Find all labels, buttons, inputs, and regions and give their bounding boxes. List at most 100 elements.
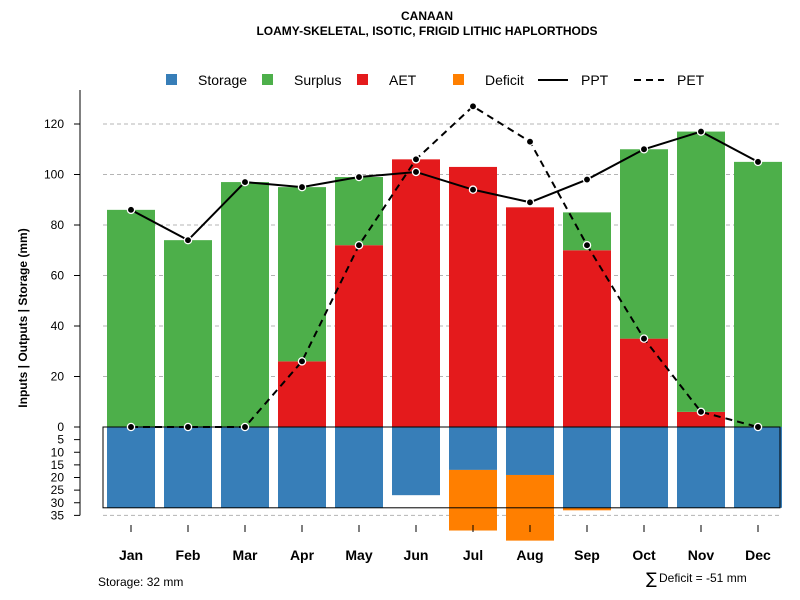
surplus-bar (734, 161, 782, 427)
x-tick-label: Jan (119, 547, 143, 563)
ppt-point (582, 175, 592, 184)
pet-point (297, 357, 307, 366)
pet-point (525, 137, 535, 146)
storage-legend-swatch (166, 74, 177, 85)
ppt-point (354, 172, 364, 182)
ppt-point (240, 177, 250, 187)
y-tick-label: 15 (51, 458, 65, 472)
y-tick-label: 40 (51, 319, 65, 333)
aet-bar (335, 245, 383, 427)
pet-point (411, 155, 421, 164)
sum-icon: ∑ (646, 569, 657, 588)
y-axis-label: Inputs | Outputs | Storage (mm) (16, 228, 30, 407)
aet-bar (392, 159, 440, 427)
y-tick-label: 100 (44, 168, 64, 182)
storage-bar (734, 427, 782, 508)
ppt-point (183, 235, 193, 245)
ppt-point (126, 205, 136, 215)
pet-point (753, 422, 763, 432)
ppt-point (696, 127, 706, 136)
bars (107, 131, 782, 541)
surplus-bar (107, 209, 155, 427)
deficit-legend-swatch (453, 74, 464, 85)
x-tick-label: Apr (290, 547, 315, 563)
deficit-bar (563, 507, 611, 511)
ppt-point (639, 144, 649, 154)
storage-bar (107, 427, 155, 508)
legend: Storage Surplus AET Deficit PPT PET (166, 72, 705, 88)
storage-bar (620, 427, 668, 508)
storage-capacity-box (102, 426, 781, 509)
axes: Jan Feb Mar Apr May Jun Jul Aug Sep Oct Nov Dec 0 20 4… (44, 90, 781, 563)
pet-point (468, 102, 478, 111)
storage-bar (677, 427, 725, 508)
x-tick-label: Mar (233, 547, 258, 563)
surplus-bar (335, 177, 383, 246)
chart-subtitle: LOAMY-SKELETAL, ISOTIC, FRIGID LITHIC HA… (256, 24, 597, 38)
x-tick-label: Feb (176, 547, 201, 563)
x-tick-label: Dec (745, 547, 771, 563)
x-tick-label: Aug (516, 547, 543, 563)
y-tick-label: 5 (57, 433, 64, 447)
storage-bar (164, 427, 212, 508)
surplus-bar (278, 187, 326, 362)
series-lines (126, 102, 763, 432)
pet-legend-label: PET (677, 72, 705, 88)
x-tick-label: Jul (463, 547, 483, 563)
y-tick-label: 120 (44, 117, 64, 131)
y-tick-label: 80 (51, 218, 65, 232)
ppt-point (297, 182, 307, 192)
pet-line (131, 105, 759, 428)
surplus-bar (620, 149, 668, 339)
x-tick-label: Jun (404, 547, 429, 563)
aet-bar (278, 361, 326, 427)
grid (103, 123, 780, 516)
storage-bar (278, 427, 326, 508)
x-tick-label: Sep (574, 547, 600, 563)
storage-bar (563, 427, 611, 508)
y-tick-label: 0 (57, 420, 64, 434)
pet-point (126, 422, 136, 432)
y-tick-label: 30 (51, 496, 65, 510)
surplus-bar (164, 240, 212, 427)
chart-title: CANAAN (401, 9, 453, 23)
pet-point (354, 240, 364, 250)
x-tick-label: May (345, 547, 372, 563)
storage-legend-label: Storage (198, 72, 247, 88)
storage-bar (221, 427, 269, 508)
y-tick-label: 20 (51, 471, 65, 485)
pet-point (183, 422, 193, 432)
aet-legend-swatch (357, 74, 368, 85)
aet-bar (506, 207, 554, 427)
y-tick-label: 60 (51, 269, 65, 283)
storage-bar (392, 427, 440, 496)
deficit-bar (449, 469, 497, 531)
ppt-point (525, 198, 535, 207)
aet-bar (563, 250, 611, 427)
pet-point (240, 422, 250, 432)
pet-point (696, 407, 706, 417)
ppt-point (753, 157, 763, 167)
deficit-summary: Deficit = -51 mm (659, 571, 747, 585)
ppt-line (130, 130, 759, 242)
deficit-legend-label: Deficit (485, 72, 524, 88)
aet-legend-label: AET (389, 72, 417, 88)
surplus-bar (677, 131, 725, 412)
ppt-point (468, 185, 478, 194)
storage-bar (449, 427, 497, 470)
x-tick-label: Oct (632, 547, 656, 563)
pet-point (639, 334, 649, 343)
surplus-legend-swatch (262, 74, 273, 85)
aet-bar (449, 166, 497, 428)
surplus-legend-label: Surplus (294, 72, 341, 88)
ppt-point (411, 167, 421, 177)
surplus-bar (221, 182, 269, 427)
y-tick-label: 35 (51, 508, 65, 522)
aet-bar (677, 411, 725, 427)
x-tick-label: Nov (688, 547, 715, 563)
pet-point (582, 240, 592, 250)
y-tick-label: 10 (51, 445, 65, 459)
storage-bar (335, 427, 383, 508)
ppt-legend-label: PPT (581, 72, 609, 88)
